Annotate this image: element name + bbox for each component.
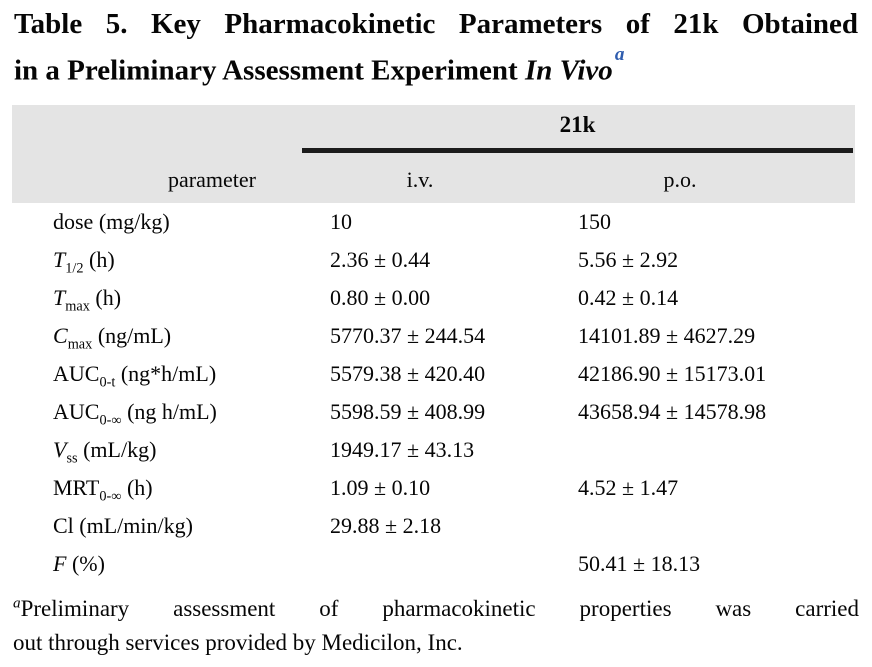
table-title: Table 5. Key Pharmacokinetic Parameters … xyxy=(14,5,858,91)
table-row: T1/2 (h) 2.36 ± 0.44 5.56 ± 2.92 xyxy=(12,241,855,279)
table-row: Cmax (ng/mL) 5770.37 ± 244.54 14101.89 ± 4… xyxy=(12,317,855,355)
param-base: V xyxy=(53,437,67,462)
po-value: 50.41 ± 18.13 xyxy=(578,551,701,576)
param-unit: (mL/min/kg) xyxy=(73,513,193,538)
table-row: Vss (mL/kg) 1949.17 ± 43.13 xyxy=(12,431,855,469)
footnote-line1-text: Preliminary assessment of pharmacokineti… xyxy=(20,596,859,621)
table-body: dose (mg/kg) 10 150 T1/2 (h) 2.36 ± 0.44 5.56… xyxy=(12,203,855,583)
title-line2-italic: In Vivo xyxy=(524,54,613,87)
param-unit: (ng*h/mL) xyxy=(115,361,217,386)
table-footnote: aPreliminary assessment of pharmacokinet… xyxy=(13,592,859,660)
param-base: T xyxy=(53,285,66,310)
title-line1: Table 5. Key Pharmacokinetic Parameters … xyxy=(14,8,858,40)
param-base: dose xyxy=(53,209,94,234)
table-header: 21k parameter i.v. p.o. xyxy=(12,105,855,203)
title-line2-text: in a Preliminary Assessment Experiment xyxy=(14,54,525,87)
table-row: Tmax (h) 0.80 ± 0.00 0.42 ± 0.14 xyxy=(12,279,855,317)
param-base: F xyxy=(53,551,67,576)
po-value: 5.56 ± 2.92 xyxy=(578,247,679,272)
param-unit: (ng/mL) xyxy=(92,323,172,348)
param-cell: Vss (mL/kg) xyxy=(53,437,330,467)
footnote-marker: a xyxy=(13,594,21,612)
param-cell: MRT0-∞ (h) xyxy=(53,475,330,505)
iv-value: 2.36 ± 0.44 xyxy=(330,247,431,272)
iv-value: 10 xyxy=(330,209,352,234)
param-subscript: 0-t xyxy=(99,374,116,391)
param-subscript: 0-∞ xyxy=(99,488,122,505)
header-rule xyxy=(302,148,853,153)
param-subscript: 1/2 xyxy=(65,260,84,277)
table-row: Cl (mL/min/kg) 29.88 ± 2.18 xyxy=(12,507,855,545)
table-row: AUC0-∞ (ng h/mL) 5598.59 ± 408.99 43658.94… xyxy=(12,393,855,431)
po-value: 4.52 ± 1.47 xyxy=(578,475,679,500)
po-value: 14101.89 ± 4627.29 xyxy=(578,323,756,348)
column-header-parameter: parameter xyxy=(168,167,256,192)
param-cell: AUC0-t (ng*h/mL) xyxy=(53,361,330,391)
po-value: 0.42 ± 0.14 xyxy=(578,285,679,310)
iv-value: 5579.38 ± 420.40 xyxy=(330,361,486,386)
iv-value: 0.80 ± 0.00 xyxy=(330,285,431,310)
group-header-21k: 21k xyxy=(559,112,596,137)
param-base: C xyxy=(53,323,68,348)
table-row: F (%) 50.41 ± 18.13 xyxy=(12,545,855,583)
po-value: 43658.94 ± 14578.98 xyxy=(578,399,767,424)
param-cell: dose (mg/kg) xyxy=(53,209,330,235)
param-unit: (mg/kg) xyxy=(93,209,170,234)
title-footnote-marker-link[interactable]: a xyxy=(614,44,625,66)
param-unit: (mL/kg) xyxy=(77,437,157,462)
iv-value: 5598.59 ± 408.99 xyxy=(330,399,486,424)
param-unit: (%) xyxy=(66,551,105,576)
param-unit: (h) xyxy=(83,247,115,272)
table-row: dose (mg/kg) 10 150 xyxy=(12,203,855,241)
param-base: AUC xyxy=(53,361,100,386)
param-unit: (ng h/mL) xyxy=(121,399,217,424)
table-row: MRT0-∞ (h) 1.09 ± 0.10 4.52 ± 1.47 xyxy=(12,469,855,507)
iv-value: 1.09 ± 0.10 xyxy=(330,475,431,500)
param-cell: Cmax (ng/mL) xyxy=(53,323,330,353)
param-subscript: max xyxy=(65,298,90,315)
param-cell: AUC0-∞ (ng h/mL) xyxy=(53,399,330,429)
table-row: AUC0-t (ng*h/mL) 5579.38 ± 420.40 42186.90… xyxy=(12,355,855,393)
param-subscript: max xyxy=(67,336,93,353)
param-cell: F (%) xyxy=(53,551,330,577)
po-value: 42186.90 ± 15173.01 xyxy=(578,361,767,386)
title-line2: in a Preliminary Assessment Experiment I… xyxy=(14,44,858,91)
footnote-line1: aPreliminary assessment of pharmacokinet… xyxy=(13,592,859,626)
param-unit: (h) xyxy=(89,285,122,310)
param-base: Cl xyxy=(53,513,74,538)
param-subscript: 0-∞ xyxy=(99,412,122,429)
column-header-iv: i.v. xyxy=(406,167,434,192)
param-base: T xyxy=(53,247,66,272)
param-base: AUC xyxy=(53,399,100,424)
iv-value: 1949.17 ± 43.13 xyxy=(330,437,475,462)
param-cell: Cl (mL/min/kg) xyxy=(53,513,330,539)
param-cell: Tmax (h) xyxy=(53,285,330,315)
param-cell: T1/2 (h) xyxy=(53,247,330,277)
po-value: 150 xyxy=(578,209,611,234)
param-base: MRT xyxy=(53,475,100,500)
footnote-line2: out through services provided by Medicil… xyxy=(13,630,463,655)
iv-value: 29.88 ± 2.18 xyxy=(330,513,442,538)
column-header-po: p.o. xyxy=(663,167,697,192)
param-unit: (h) xyxy=(121,475,153,500)
param-subscript: ss xyxy=(66,450,78,467)
iv-value: 5770.37 ± 244.54 xyxy=(330,323,486,348)
